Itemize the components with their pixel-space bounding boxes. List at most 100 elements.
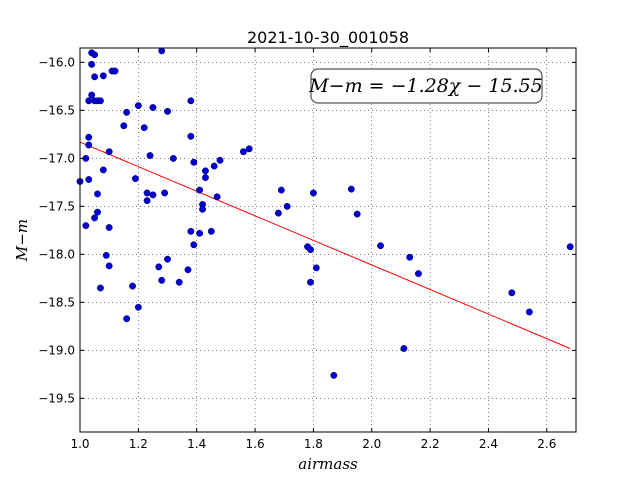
- x-tick-label: 1.6: [246, 437, 265, 451]
- data-point: [307, 246, 314, 254]
- data-point: [143, 197, 151, 205]
- y-tick-label: −19.5: [38, 391, 75, 405]
- data-point: [131, 175, 139, 183]
- data-point: [196, 229, 204, 237]
- data-point: [347, 185, 355, 193]
- equation-text: M−m = −1.28χ − 15.55: [308, 75, 543, 97]
- data-point: [566, 243, 574, 251]
- data-point: [307, 278, 314, 286]
- data-point: [239, 148, 247, 156]
- x-tick-label: 2.4: [479, 437, 498, 451]
- data-point: [91, 214, 99, 222]
- x-tick-label: 1.2: [129, 437, 148, 451]
- data-point: [164, 255, 171, 263]
- data-point: [309, 189, 317, 197]
- y-tick-label: −17.5: [38, 199, 75, 213]
- chart-title: 2021-10-30_001058: [247, 28, 409, 48]
- data-point: [85, 133, 93, 141]
- x-tick-label: 2.0: [362, 437, 381, 451]
- data-point: [196, 186, 204, 194]
- data-point: [99, 166, 107, 174]
- data-point: [199, 205, 206, 213]
- data-point: [105, 262, 113, 270]
- data-point: [353, 210, 361, 218]
- data-point: [85, 97, 93, 105]
- data-point: [202, 174, 209, 182]
- data-point: [377, 242, 384, 250]
- data-point: [96, 284, 104, 292]
- data-point: [96, 97, 104, 105]
- data-point: [508, 289, 516, 297]
- y-tick-label: −18.5: [38, 295, 75, 309]
- data-point: [158, 276, 166, 284]
- data-point: [158, 47, 166, 55]
- data-point: [94, 190, 101, 198]
- data-point: [105, 148, 113, 156]
- x-tick-label: 1.8: [304, 437, 323, 451]
- y-tick-label: −19.0: [38, 343, 75, 357]
- data-point: [102, 251, 110, 259]
- data-point: [149, 104, 157, 111]
- data-point: [202, 167, 209, 175]
- data-point: [274, 209, 282, 217]
- data-point: [414, 270, 422, 278]
- data-point: [134, 102, 142, 110]
- data-point: [129, 282, 136, 290]
- data-point: [146, 152, 154, 159]
- y-axis-ticks: −16.0 −16.5 −17.0 −17.5 −18.0 −18.5 −19.0 −19.5: [38, 55, 576, 405]
- data-point: [207, 227, 215, 235]
- y-tick-label: −16.5: [38, 103, 75, 117]
- data-point: [210, 162, 218, 170]
- data-point: [99, 72, 107, 80]
- data-point: [190, 158, 198, 166]
- data-point: [525, 308, 533, 316]
- x-tick-label: 2.6: [537, 437, 556, 451]
- x-tick-label: 1.4: [187, 437, 206, 451]
- data-point: [406, 253, 414, 261]
- data-point: [85, 176, 93, 183]
- fit-line: [79, 141, 571, 349]
- data-point: [330, 371, 338, 379]
- data-point: [85, 141, 93, 149]
- data-point: [283, 202, 291, 210]
- data-point: [82, 222, 90, 230]
- data-point: [187, 132, 195, 140]
- data-point: [161, 189, 169, 197]
- data-point: [277, 186, 285, 194]
- data-point: [169, 154, 177, 162]
- data-point: [134, 303, 142, 311]
- data-point: [140, 124, 148, 132]
- data-point: [312, 264, 320, 272]
- data-point: [88, 91, 96, 99]
- data-point: [400, 345, 408, 352]
- data-point: [245, 145, 253, 153]
- y-axis-label: M−m: [13, 219, 31, 262]
- y-tick-label: −16.0: [38, 55, 75, 69]
- y-tick-label: −17.0: [38, 151, 75, 165]
- data-point: [213, 193, 221, 201]
- x-axis-label: airmass: [298, 455, 358, 473]
- x-tick-label: 1.0: [70, 437, 89, 451]
- data-point: [111, 67, 119, 75]
- data-point: [187, 97, 195, 105]
- data-point: [175, 278, 183, 286]
- data-point: [91, 73, 99, 81]
- y-tick-label: −18.0: [38, 247, 75, 261]
- data-point: [164, 107, 171, 115]
- data-point: [123, 315, 131, 323]
- plot-frame: [79, 47, 577, 433]
- fit-line-group: [79, 141, 571, 349]
- data-point: [120, 122, 128, 130]
- data-point: [190, 241, 198, 249]
- equation-box: M−m = −1.28χ − 15.55: [308, 68, 543, 104]
- data-point: [216, 156, 224, 164]
- data-point: [187, 227, 195, 235]
- x-tick-label: 2.2: [421, 437, 440, 451]
- data-point: [184, 266, 192, 274]
- x-axis-ticks: 1.0 1.2 1.4 1.6 1.8 2.0 2.2 2.4 2.6: [70, 48, 556, 451]
- data-point: [155, 263, 163, 271]
- data-points: [76, 47, 574, 379]
- data-point: [105, 224, 113, 231]
- data-point: [143, 189, 151, 197]
